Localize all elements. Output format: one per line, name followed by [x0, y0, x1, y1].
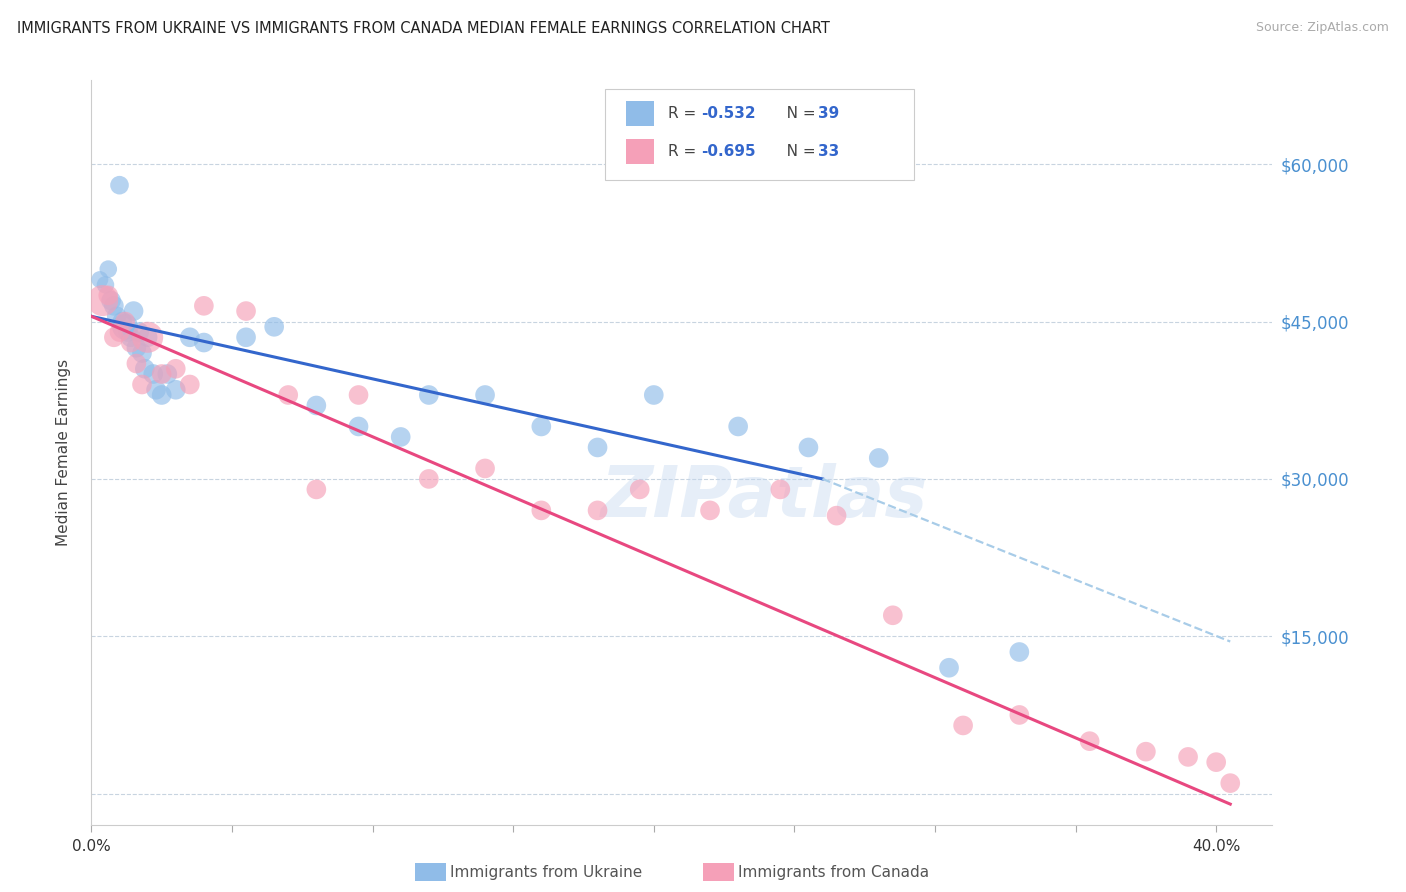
Point — [165, 383, 187, 397]
Point — [1008, 708, 1031, 723]
Point — [105, 310, 128, 324]
Text: 33: 33 — [818, 145, 839, 159]
Point — [122, 304, 145, 318]
Point — [108, 325, 131, 339]
Point — [114, 319, 136, 334]
Point — [134, 361, 156, 376]
Point — [530, 503, 553, 517]
Point — [586, 503, 609, 517]
Text: R =: R = — [668, 106, 702, 120]
Point — [103, 330, 125, 344]
Point — [347, 388, 370, 402]
Point — [263, 319, 285, 334]
Point — [699, 503, 721, 517]
Point — [1205, 755, 1227, 769]
Point — [100, 293, 122, 308]
Point — [389, 430, 412, 444]
Point — [103, 299, 125, 313]
Point — [179, 330, 201, 344]
Y-axis label: Median Female Earnings: Median Female Earnings — [56, 359, 70, 546]
Point — [150, 367, 173, 381]
Point — [125, 341, 148, 355]
Point — [120, 335, 142, 350]
Point — [1219, 776, 1241, 790]
Point — [305, 483, 328, 497]
Point — [145, 383, 167, 397]
Point — [128, 325, 150, 339]
Point — [193, 299, 215, 313]
Text: Immigrants from Canada: Immigrants from Canada — [738, 865, 929, 880]
Text: ZIPatlas: ZIPatlas — [600, 463, 928, 532]
Text: 39: 39 — [818, 106, 839, 120]
Point — [142, 367, 165, 381]
Point — [97, 262, 120, 277]
Point — [235, 304, 257, 318]
Point — [305, 399, 328, 413]
Point — [97, 288, 120, 302]
Point — [120, 330, 142, 344]
Point — [136, 330, 159, 344]
Text: N =: N = — [772, 106, 820, 120]
Point — [131, 377, 153, 392]
Point — [797, 441, 820, 455]
Point — [131, 346, 153, 360]
Point — [91, 293, 114, 308]
Point — [108, 178, 131, 193]
Point — [235, 330, 257, 344]
Point — [769, 483, 792, 497]
Point — [418, 472, 440, 486]
Point — [193, 335, 215, 350]
Point — [1078, 734, 1101, 748]
Point — [179, 377, 201, 392]
Point — [1177, 750, 1199, 764]
Point — [156, 367, 179, 381]
Text: R =: R = — [668, 145, 702, 159]
Text: -0.532: -0.532 — [702, 106, 756, 120]
Point — [938, 661, 960, 675]
Point — [643, 388, 665, 402]
Point — [117, 325, 139, 339]
Text: IMMIGRANTS FROM UKRAINE VS IMMIGRANTS FROM CANADA MEDIAN FEMALE EARNINGS CORRELA: IMMIGRANTS FROM UKRAINE VS IMMIGRANTS FR… — [17, 21, 830, 37]
Point — [868, 450, 890, 465]
Point — [89, 272, 111, 286]
Point — [94, 277, 117, 292]
Point — [277, 388, 299, 402]
Point — [1008, 645, 1031, 659]
Text: -0.695: -0.695 — [702, 145, 756, 159]
Point — [825, 508, 848, 523]
Point — [347, 419, 370, 434]
Point — [150, 388, 173, 402]
Point — [1135, 745, 1157, 759]
Point — [418, 388, 440, 402]
Point — [474, 461, 496, 475]
Point — [474, 388, 496, 402]
Point — [586, 441, 609, 455]
Point — [136, 330, 159, 344]
Point — [882, 608, 904, 623]
Point — [125, 357, 148, 371]
Point — [727, 419, 749, 434]
Point — [952, 718, 974, 732]
Point — [111, 314, 134, 328]
Point — [114, 314, 136, 328]
Text: N =: N = — [772, 145, 820, 159]
Point — [530, 419, 553, 434]
Text: Immigrants from Ukraine: Immigrants from Ukraine — [450, 865, 643, 880]
Point — [165, 361, 187, 376]
Point — [628, 483, 651, 497]
Text: Source: ZipAtlas.com: Source: ZipAtlas.com — [1256, 21, 1389, 35]
